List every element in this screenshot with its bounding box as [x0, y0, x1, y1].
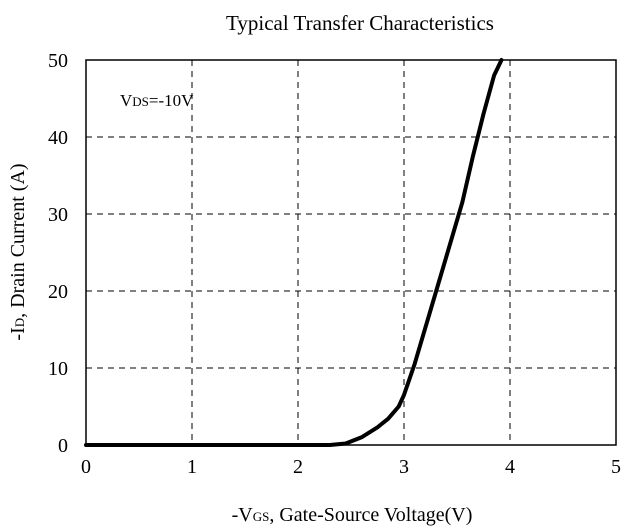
- y-axis-label-prefix: -I: [7, 327, 29, 340]
- y-tick-label: 0: [58, 435, 68, 457]
- x-tick-label: 1: [187, 456, 197, 478]
- chart-title: Typical Transfer Characteristics: [226, 11, 494, 35]
- vds-annotation-prefix: V: [120, 91, 133, 110]
- vds-annotation-rest: =-10V: [149, 91, 194, 110]
- y-axis-label: -ID, Drain Current (A): [7, 163, 29, 340]
- plot-frame: [85, 59, 617, 446]
- y-tick-label: 40: [48, 127, 68, 149]
- curve-layer: [84, 58, 504, 447]
- x-tick-label: 2: [293, 456, 303, 478]
- y-tick-label: 30: [48, 204, 68, 226]
- x-tick-label: 4: [505, 456, 515, 478]
- x-axis-label: -VGS, Gate-Source Voltage(V): [232, 504, 473, 526]
- x-tick-label: 5: [611, 456, 621, 478]
- x-axis-label-rest: , Gate-Source Voltage(V): [269, 504, 472, 526]
- y-axis-label-rest: , Drain Current (A): [7, 163, 29, 317]
- transfer-curve: [84, 58, 504, 447]
- vds-annotation-sub: DS: [132, 94, 149, 109]
- y-tick-label: 50: [48, 50, 68, 72]
- y-tick-label: 20: [48, 281, 68, 303]
- x-axis-label-prefix: -V: [232, 504, 254, 526]
- x-tick-label: 3: [399, 456, 409, 478]
- x-tick-label: 0: [81, 456, 91, 478]
- gridlines: [86, 60, 616, 445]
- x-axis-label-sub: GS: [253, 509, 270, 524]
- y-tick-label: 10: [48, 358, 68, 380]
- y-axis-label-sub: D: [12, 318, 27, 327]
- vds-annotation: VDS=-10V: [120, 91, 194, 110]
